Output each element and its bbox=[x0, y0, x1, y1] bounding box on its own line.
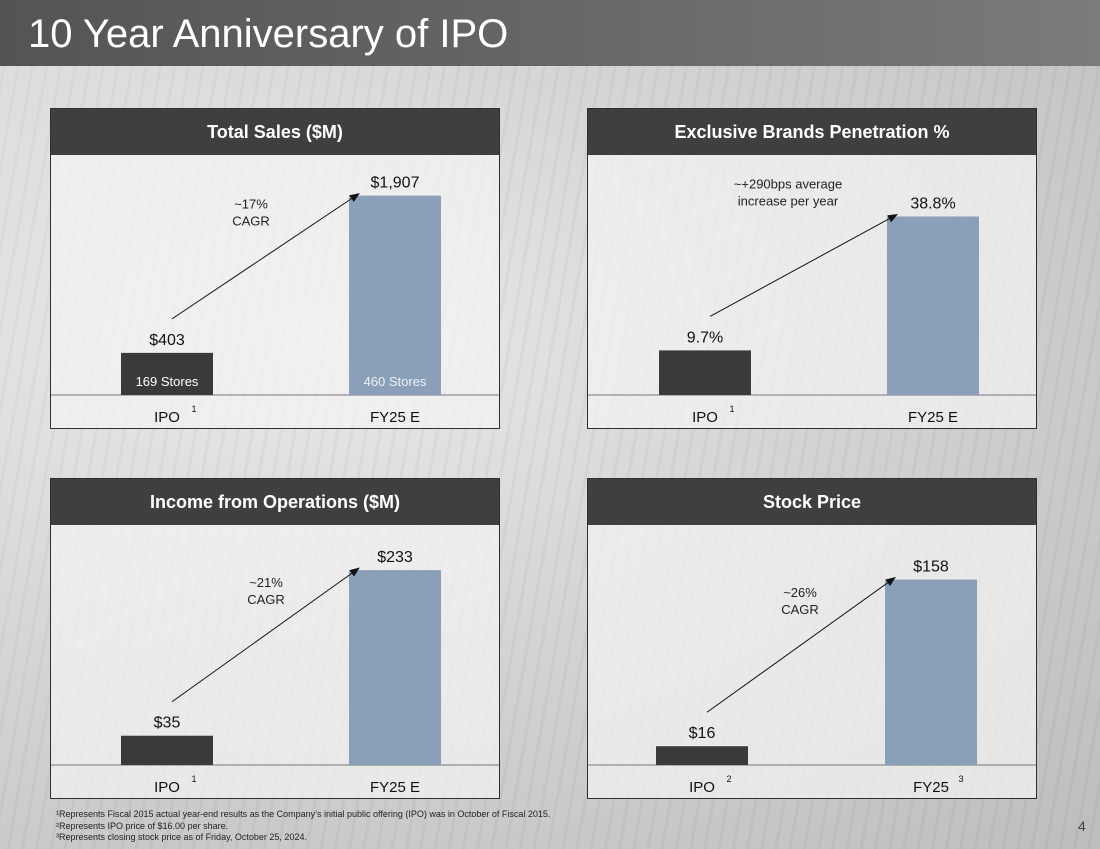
bar-fy25 bbox=[887, 216, 979, 395]
category-label: FY25 E bbox=[908, 409, 958, 426]
category-superscript: 2 bbox=[726, 774, 731, 784]
panel-income-operations: Income from Operations ($M) $35 IPO 1 $233 F… bbox=[50, 478, 500, 799]
bar-ipo bbox=[121, 352, 213, 395]
trend-arrow bbox=[706, 577, 896, 713]
footnote-1: ¹Represents Fiscal 2015 actual year-end … bbox=[56, 809, 551, 819]
annotation-text: ~+290bps average bbox=[734, 177, 842, 192]
category-superscript: 1 bbox=[191, 774, 196, 784]
category-label: FY25 bbox=[913, 779, 949, 796]
panel-total-sales: Total Sales ($M) $403 169 Stores IPO 1 $1,90… bbox=[50, 108, 500, 429]
data-label: $16 bbox=[689, 725, 716, 742]
footnote-2: ²Represents IPO price of $16.00 per shar… bbox=[56, 820, 229, 831]
panel-title: Income from Operations ($M) bbox=[51, 479, 499, 525]
bar-ipo bbox=[121, 735, 213, 765]
bar-ipo bbox=[656, 746, 748, 765]
chart-income-operations: $35 IPO 1 $233 FY25 E ~21% CAGR bbox=[51, 549, 499, 796]
category-label: IPO bbox=[692, 409, 718, 426]
category-label: FY25 E bbox=[370, 779, 420, 796]
category-superscript: 3 bbox=[958, 774, 963, 784]
data-label: $233 bbox=[377, 549, 413, 566]
annotation-text: CAGR bbox=[781, 602, 819, 617]
annotation-text: ~21% bbox=[249, 575, 283, 590]
panel-title: Exclusive Brands Penetration % bbox=[588, 109, 1036, 155]
annotation-text: increase per year bbox=[738, 194, 839, 209]
bar-fy25 bbox=[885, 579, 977, 765]
data-label: 9.7% bbox=[687, 329, 723, 346]
panel-stock-price: Stock Price $16 IPO 2 $158 FY25 3 ~26% CAGR bbox=[587, 478, 1037, 799]
annotation-text: ~26% bbox=[783, 585, 817, 600]
annotation-text: CAGR bbox=[247, 592, 285, 607]
data-label: $403 bbox=[149, 332, 185, 349]
footnotes: ¹Represents Fiscal 2015 actual year-end … bbox=[56, 809, 550, 844]
panel-title: Total Sales ($M) bbox=[51, 109, 499, 155]
category-label: IPO bbox=[154, 779, 180, 796]
panel-exclusive-brands: Exclusive Brands Penetration % 9.7% IPO 1 3… bbox=[587, 108, 1037, 429]
page-number: 4 bbox=[1078, 818, 1086, 834]
bar-fy25 bbox=[349, 570, 441, 765]
chart-total-sales: $403 169 Stores IPO 1 $1,907 460 Stores FY25 E… bbox=[51, 175, 499, 426]
data-label: $158 bbox=[913, 559, 949, 576]
category-superscript: 1 bbox=[729, 404, 734, 414]
data-label: 38.8% bbox=[910, 196, 955, 213]
annotation-text: CAGR bbox=[232, 213, 270, 228]
bar-fy25 bbox=[349, 195, 441, 395]
category-superscript: 1 bbox=[191, 404, 196, 414]
category-label: FY25 E bbox=[370, 409, 420, 426]
trend-arrow bbox=[171, 193, 360, 320]
category-label: IPO bbox=[154, 409, 180, 426]
category-label: IPO bbox=[689, 779, 715, 796]
bar-inner-label: 169 Stores bbox=[136, 374, 199, 389]
footnote-3: ³Represents closing stock price as of Fr… bbox=[56, 832, 307, 842]
data-label: $35 bbox=[154, 715, 181, 732]
bar-inner-label: 460 Stores bbox=[364, 374, 427, 389]
data-label: $1,907 bbox=[371, 175, 420, 192]
panel-title: Stock Price bbox=[588, 479, 1036, 525]
slide-title: 10 Year Anniversary of IPO bbox=[28, 12, 509, 56]
annotation-text: ~17% bbox=[234, 196, 268, 211]
trend-arrow bbox=[709, 214, 898, 317]
title-bar: 10 Year Anniversary of IPO bbox=[0, 0, 1100, 66]
bar-ipo bbox=[659, 350, 751, 395]
chart-exclusive-brands: 9.7% IPO 1 38.8% FY25 E ~+290bps average incre… bbox=[588, 177, 1036, 426]
trend-arrow bbox=[171, 567, 360, 703]
chart-stock-price: $16 IPO 2 $158 FY25 3 ~26% CAGR bbox=[588, 559, 1036, 796]
